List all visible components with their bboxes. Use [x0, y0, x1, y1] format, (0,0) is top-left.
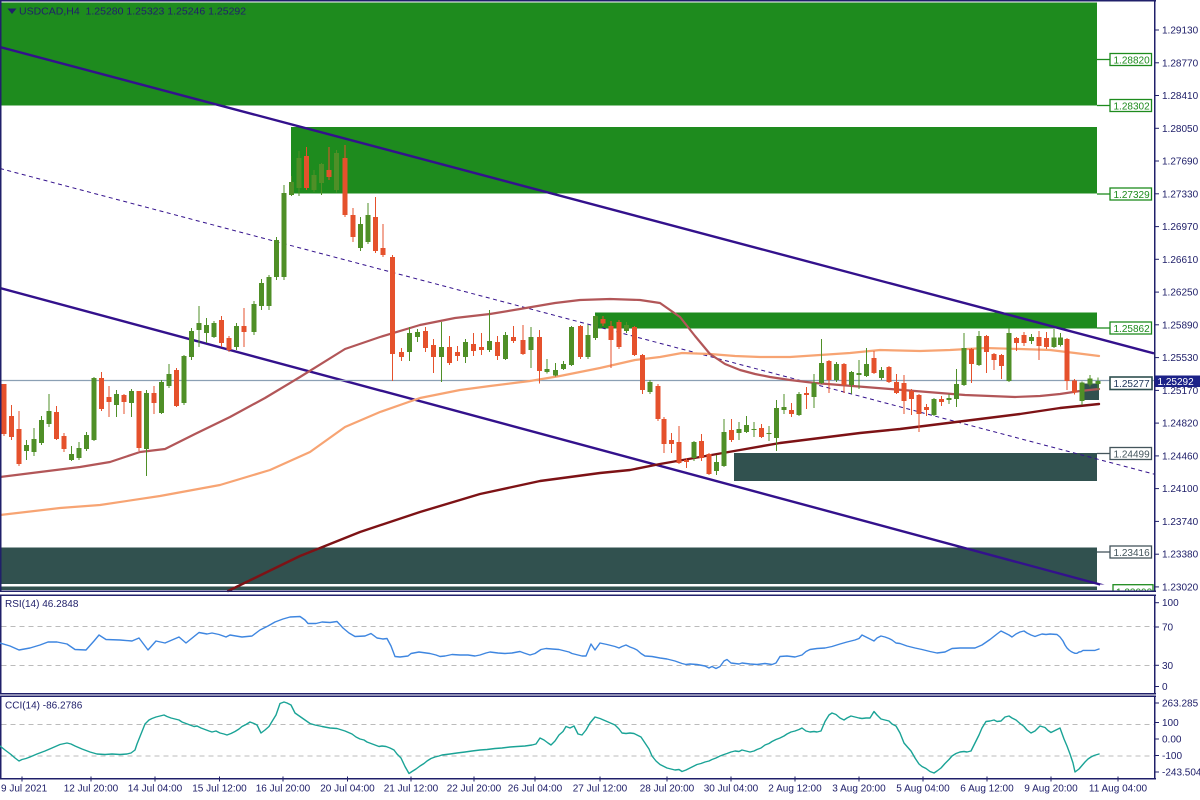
svg-text:1.28410: 1.28410 [1162, 91, 1199, 102]
svg-text:1.23740: 1.23740 [1162, 517, 1199, 528]
svg-text:9 Jul 2021: 9 Jul 2021 [1, 784, 48, 795]
svg-text:70: 70 [1162, 623, 1174, 634]
svg-text:22 Jul 20:00: 22 Jul 20:00 [447, 784, 502, 795]
svg-text:263.285: 263.285 [1162, 699, 1199, 710]
svg-text:1.24499: 1.24499 [1114, 449, 1151, 460]
svg-text:1.27329: 1.27329 [1114, 190, 1151, 201]
svg-text:20 Jul 04:00: 20 Jul 04:00 [320, 784, 375, 795]
svg-text:1.28050: 1.28050 [1162, 124, 1199, 135]
svg-text:-100: -100 [1162, 751, 1182, 762]
svg-text:16 Jul 20:00: 16 Jul 20:00 [256, 784, 311, 795]
svg-text:1.24100: 1.24100 [1162, 484, 1199, 495]
svg-text:6 Aug 12:00: 6 Aug 12:00 [960, 784, 1014, 795]
svg-text:5 Aug 04:00: 5 Aug 04:00 [896, 784, 950, 795]
svg-text:1.27330: 1.27330 [1162, 189, 1199, 200]
svg-text:-243.5043: -243.5043 [1162, 768, 1200, 779]
svg-text:1.25890: 1.25890 [1162, 320, 1199, 331]
svg-text:1.25862: 1.25862 [1114, 324, 1151, 335]
svg-text:USDCAD,H4 1.25280 1.25323 1.2: USDCAD,H4 1.25280 1.25323 1.25246 1.2529… [19, 6, 246, 18]
svg-text:1.23092: 1.23092 [1116, 588, 1153, 599]
svg-text:1.24820: 1.24820 [1162, 419, 1199, 430]
svg-text:1.26610: 1.26610 [1162, 255, 1199, 266]
svg-text:1.23380: 1.23380 [1162, 550, 1199, 561]
svg-text:3 Aug 20:00: 3 Aug 20:00 [832, 784, 886, 795]
svg-text:1.25170: 1.25170 [1162, 386, 1199, 397]
svg-text:21 Jul 12:00: 21 Jul 12:00 [384, 784, 439, 795]
svg-text:1.24460: 1.24460 [1162, 451, 1199, 462]
svg-text:1.25292: 1.25292 [1158, 377, 1195, 388]
svg-text:100: 100 [1162, 598, 1179, 609]
svg-text:1.23020: 1.23020 [1162, 582, 1199, 593]
svg-text:9 Aug 20:00: 9 Aug 20:00 [1024, 784, 1078, 795]
svg-text:1.25277: 1.25277 [1114, 379, 1151, 390]
svg-text:1.28302: 1.28302 [1114, 101, 1151, 112]
svg-text:100: 100 [1162, 718, 1179, 729]
svg-text:1.29130: 1.29130 [1162, 26, 1199, 37]
svg-text:2 Aug 12:00: 2 Aug 12:00 [768, 784, 822, 795]
svg-text:27 Jul 12:00: 27 Jul 12:00 [573, 784, 628, 795]
svg-text:28 Jul 20:00: 28 Jul 20:00 [640, 784, 695, 795]
svg-text:15 Jul 12:00: 15 Jul 12:00 [192, 784, 247, 795]
svg-text:1.28770: 1.28770 [1162, 58, 1199, 69]
svg-text:26 Jul 04:00: 26 Jul 04:00 [508, 784, 563, 795]
svg-text:14 Jul 04:00: 14 Jul 04:00 [128, 784, 183, 795]
svg-text:30 Jul 04:00: 30 Jul 04:00 [704, 784, 759, 795]
svg-text:0.00: 0.00 [1162, 735, 1182, 746]
svg-text:12 Jul 20:00: 12 Jul 20:00 [64, 784, 119, 795]
svg-text:1.27690: 1.27690 [1162, 157, 1199, 168]
svg-text:1.25530: 1.25530 [1162, 353, 1199, 364]
svg-text:1.26250: 1.26250 [1162, 288, 1199, 299]
svg-text:11 Aug 04:00: 11 Aug 04:00 [1089, 784, 1148, 795]
svg-text:1.28820: 1.28820 [1114, 55, 1151, 66]
svg-text:1.26970: 1.26970 [1162, 222, 1199, 233]
svg-text:0: 0 [1162, 682, 1168, 693]
svg-text:CCI(14) -86.2786: CCI(14) -86.2786 [5, 701, 83, 712]
svg-text:1.23416: 1.23416 [1114, 548, 1151, 559]
svg-text:RSI(14) 46.2848: RSI(14) 46.2848 [5, 599, 79, 610]
svg-text:30: 30 [1162, 661, 1174, 672]
